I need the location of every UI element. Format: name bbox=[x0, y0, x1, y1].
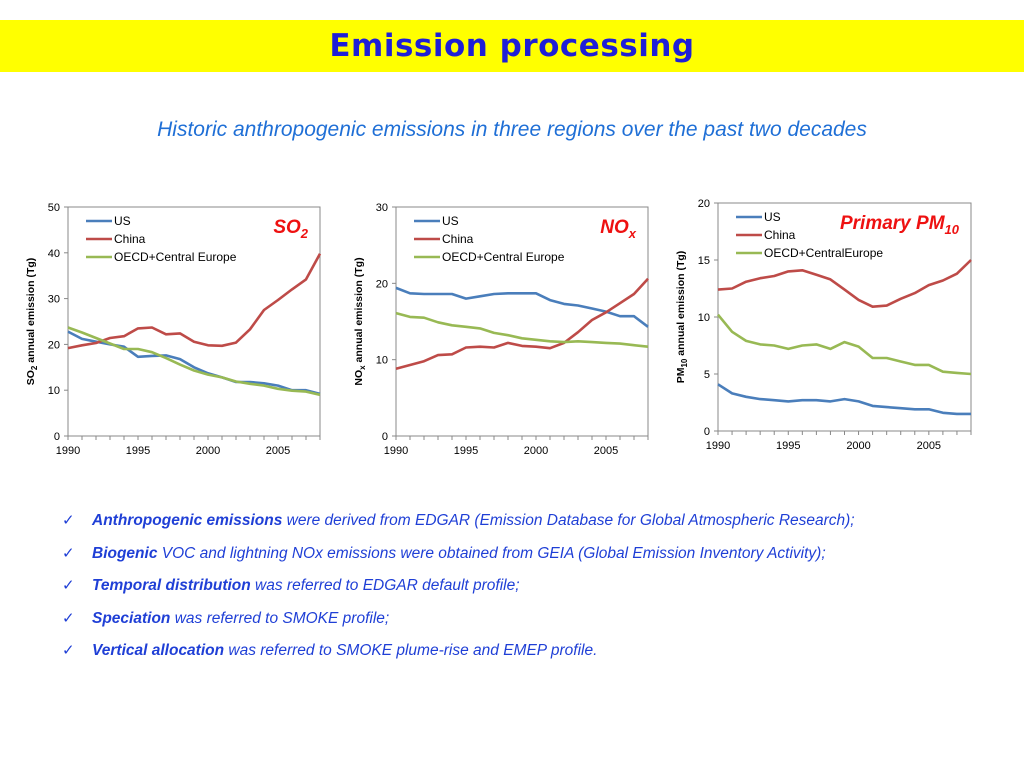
so2-y-tick-label: 10 bbox=[48, 385, 60, 397]
pm10-y-axis-label: PM10 annual emission (Tg) bbox=[675, 251, 689, 384]
nox-x-tick-label: 1990 bbox=[384, 445, 408, 457]
pm10-series-line-oecd bbox=[716, 313, 972, 376]
so2-x-tick-label: 1995 bbox=[126, 445, 150, 457]
bullet-keyword: Biogenic bbox=[92, 544, 158, 562]
chart-nox-svg: 0 10 20 30 1990 1995 2000 2005 NOx annual emissi… bbox=[353, 202, 649, 457]
so2-chart-label: SO2 bbox=[273, 217, 308, 241]
nox-legend-label: US bbox=[442, 214, 459, 228]
so2-series-line-oecd bbox=[67, 326, 321, 397]
pm10-legend-label: OECD+CentralEurope bbox=[764, 246, 883, 260]
pm10-x-tick-label: 1990 bbox=[706, 440, 730, 452]
so2-legend-label: China bbox=[114, 232, 146, 246]
bullet-text: was referred to SMOKE plume-rise and EME… bbox=[224, 642, 598, 659]
pm10-x-tick-label: 2005 bbox=[917, 440, 941, 452]
nox-y-tick-label: 20 bbox=[376, 278, 388, 290]
so2-y-axis-label: SO2 annual emission (Tg) bbox=[25, 258, 39, 386]
checkmark-icon: ✓ bbox=[62, 544, 75, 562]
chart-pm10: 0 5 10 15 20 1990 1995 2000 2005 PM10 annual emis… bbox=[668, 192, 988, 472]
slide-title: Emission processing bbox=[329, 28, 695, 64]
so2-x-tick-label: 2000 bbox=[196, 445, 220, 457]
pm10-plot-frame bbox=[717, 202, 972, 432]
chart-pm10-svg: 0 5 10 15 20 1990 1995 2000 2005 PM10 annual emis… bbox=[675, 198, 972, 452]
bullet-keyword: Anthropogenic emissions bbox=[92, 512, 283, 529]
nox-y-tick-label: 0 bbox=[382, 431, 388, 443]
chart-so2: 0 10 20 30 40 50 1990 1995 2000 2005 SO2 annual em… bbox=[10, 195, 330, 475]
bullet-text: were derived from EDGAR (Emission Databa… bbox=[282, 512, 855, 529]
pm10-y-tick-label: 5 bbox=[704, 369, 710, 381]
bullet-text: VOC and lightning NOx emissions were obt… bbox=[157, 544, 826, 562]
bullet-keyword: Temporal distribution bbox=[92, 577, 251, 594]
nox-legend-label: China bbox=[442, 232, 474, 246]
nox-x-tick-label: 2000 bbox=[524, 445, 548, 457]
checkmark-icon: ✓ bbox=[62, 642, 75, 659]
chart-so2-svg: 0 10 20 30 40 50 1990 1995 2000 2005 SO2 annual em… bbox=[25, 202, 322, 457]
nox-chart-label: NOx bbox=[600, 217, 637, 241]
so2-x-tick-label: 2005 bbox=[266, 445, 290, 457]
pm10-y-tick-label: 15 bbox=[698, 255, 710, 267]
so2-plot-frame bbox=[67, 206, 321, 437]
bullet-text: was referred to SMOKE profile; bbox=[170, 609, 390, 627]
pm10-x-tick-label: 2000 bbox=[846, 440, 870, 452]
bullet-item: ✓ Vertical allocation was referred to SMO… bbox=[62, 640, 1012, 673]
so2-y-tick-label: 20 bbox=[48, 339, 60, 351]
checkmark-icon: ✓ bbox=[62, 577, 75, 594]
bullet-item: ✓ Temporal distribution was referred to E… bbox=[62, 575, 1012, 608]
so2-y-tick-label: 40 bbox=[48, 248, 60, 260]
nox-series-line-oecd bbox=[395, 311, 649, 348]
chart-nox: 0 10 20 30 1990 1995 2000 2005 NOx annual emissi… bbox=[338, 195, 658, 475]
bullet-keyword: Speciation bbox=[92, 609, 171, 627]
so2-y-tick-label: 30 bbox=[48, 294, 60, 306]
so2-x-tick-label: 1990 bbox=[56, 445, 80, 457]
bullet-item: ✓ Anthropogenic emissions were derived fr… bbox=[62, 510, 1012, 543]
so2-y-tick-label: 50 bbox=[48, 202, 60, 214]
pm10-series-line-us bbox=[717, 383, 971, 416]
nox-legend-label: OECD+Central Europe bbox=[442, 250, 565, 264]
pm10-y-tick-label: 0 bbox=[704, 426, 710, 438]
pm10-y-tick-label: 20 bbox=[698, 198, 710, 210]
nox-x-tick-label: 2005 bbox=[594, 445, 618, 457]
slide-subtitle: Historic anthropogenic emissions in thre… bbox=[157, 118, 867, 141]
bullet-item: ✓ Speciation was referred to SMOKE profil… bbox=[62, 608, 1012, 641]
pm10-chart-label: Primary PM10 bbox=[840, 213, 960, 237]
so2-legend-label: OECD+Central Europe bbox=[114, 250, 237, 264]
nox-y-tick-label: 10 bbox=[376, 355, 388, 367]
pm10-series-line-china bbox=[717, 259, 972, 308]
so2-y-tick-label: 0 bbox=[54, 431, 60, 443]
checkmark-icon: ✓ bbox=[62, 512, 75, 529]
pm10-y-tick-label: 10 bbox=[698, 312, 710, 324]
so2-series-line-china bbox=[67, 253, 322, 350]
bullet-item: ✓ Biogenic VOC and lightning NOx emission… bbox=[62, 543, 1012, 576]
bullet-keyword: Vertical allocation bbox=[92, 642, 225, 659]
nox-x-tick-label: 1995 bbox=[454, 445, 478, 457]
nox-y-tick-label: 30 bbox=[376, 202, 388, 214]
nox-series-line-china bbox=[395, 277, 649, 371]
nox-y-axis-label: NOx annual emission (Tg) bbox=[353, 257, 367, 385]
title-bar: Emission processing bbox=[0, 20, 1024, 72]
pm10-x-tick-label: 1995 bbox=[776, 440, 800, 452]
pm10-legend-label: US bbox=[764, 210, 781, 224]
bullet-list: ✓ Anthropogenic emissions were derived fr… bbox=[62, 510, 1012, 673]
so2-legend-label: US bbox=[114, 214, 131, 228]
checkmark-icon: ✓ bbox=[62, 609, 75, 627]
pm10-legend-label: China bbox=[764, 228, 796, 242]
bullet-text: was referred to EDGAR default profile; bbox=[250, 577, 520, 594]
